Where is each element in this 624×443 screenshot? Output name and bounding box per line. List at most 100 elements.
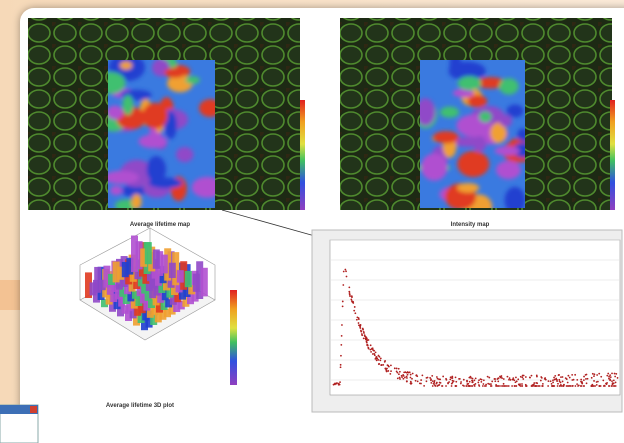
decay-point (341, 305, 344, 308)
blob (499, 114, 513, 128)
decay-point (374, 357, 377, 360)
decay-point (533, 382, 536, 384)
caption: Intensity map (451, 222, 490, 228)
decay-point (606, 374, 609, 377)
decay-point (439, 378, 442, 381)
surface (89, 282, 97, 296)
decay-point (614, 375, 617, 378)
surface (160, 254, 168, 274)
decay-point (395, 367, 398, 370)
decay-point (474, 383, 477, 385)
decay-point (362, 328, 364, 331)
decay-point (337, 382, 340, 385)
decay-point (349, 295, 351, 297)
decay-point (384, 367, 387, 370)
decay-point (339, 366, 342, 369)
decay-point (577, 385, 579, 387)
intensity-overlay (420, 60, 525, 208)
blob (457, 76, 482, 91)
decay-point (365, 341, 368, 344)
decay-point (431, 385, 434, 387)
decay-point (596, 374, 599, 376)
decay-point (378, 355, 381, 358)
decay-point (564, 377, 567, 380)
blob (191, 176, 215, 198)
decay-point (616, 377, 619, 379)
decay-point (430, 381, 433, 384)
decay-point (350, 300, 353, 302)
decay-point (334, 382, 336, 385)
blob (494, 146, 520, 156)
decay-point (580, 380, 582, 383)
decay-point (380, 364, 383, 366)
decay-point (389, 372, 392, 375)
decay-point (483, 385, 486, 387)
decay-point (414, 379, 417, 382)
surface (112, 261, 120, 283)
decay-point (536, 385, 538, 387)
decay-point (357, 318, 360, 321)
decay-point (371, 353, 374, 355)
decay-point (367, 346, 370, 349)
decay-point (590, 376, 593, 379)
decay-point (390, 364, 392, 367)
decay-point (409, 380, 412, 383)
decay-point (613, 372, 616, 375)
decay-point (451, 375, 454, 378)
decay-point (467, 382, 470, 385)
surface (85, 272, 92, 298)
decay-point (591, 383, 594, 386)
decay-point (365, 338, 367, 341)
decay-point (490, 385, 493, 387)
decay-point (447, 382, 449, 385)
surface (135, 294, 143, 306)
decay-point (566, 381, 569, 384)
decay-point (451, 381, 454, 384)
decay-point (468, 376, 471, 379)
decay-point (506, 385, 508, 387)
decay-point (488, 383, 491, 386)
close-button[interactable] (30, 406, 37, 413)
colorbar (300, 100, 305, 210)
decay-point (567, 385, 570, 387)
decay-point (478, 379, 480, 382)
decay-point (491, 380, 494, 383)
decay-point (459, 382, 462, 385)
decay-point (402, 374, 405, 376)
blob (479, 111, 492, 123)
decay-point (497, 377, 500, 379)
decay-point (521, 383, 523, 385)
blob (164, 67, 186, 78)
decay-point (586, 377, 589, 380)
decay-point (502, 382, 505, 385)
surface (110, 293, 118, 302)
decay-point (425, 376, 428, 379)
decay-point (477, 381, 480, 384)
decay-point (517, 378, 520, 381)
decay-point (596, 380, 599, 383)
decay-point (332, 383, 335, 386)
decay-point (448, 381, 451, 383)
decay-point (397, 373, 400, 376)
decay-point (373, 349, 376, 352)
blob (504, 186, 525, 208)
blob (146, 156, 167, 183)
decay-point (534, 385, 537, 387)
decay-point (608, 385, 611, 387)
blob (131, 193, 142, 208)
decay-point (611, 385, 613, 387)
surface (103, 265, 111, 288)
decay-point (607, 372, 610, 375)
decay-point (579, 385, 582, 387)
blob (449, 60, 462, 76)
surface (108, 273, 115, 285)
decay-point (550, 382, 553, 385)
decay-point (507, 385, 510, 387)
decay-point (360, 330, 363, 333)
decay-point (385, 370, 388, 372)
decay-point (521, 385, 523, 387)
decay-plot-area (329, 239, 621, 396)
decay-point (420, 379, 423, 381)
decay-point (406, 377, 408, 379)
